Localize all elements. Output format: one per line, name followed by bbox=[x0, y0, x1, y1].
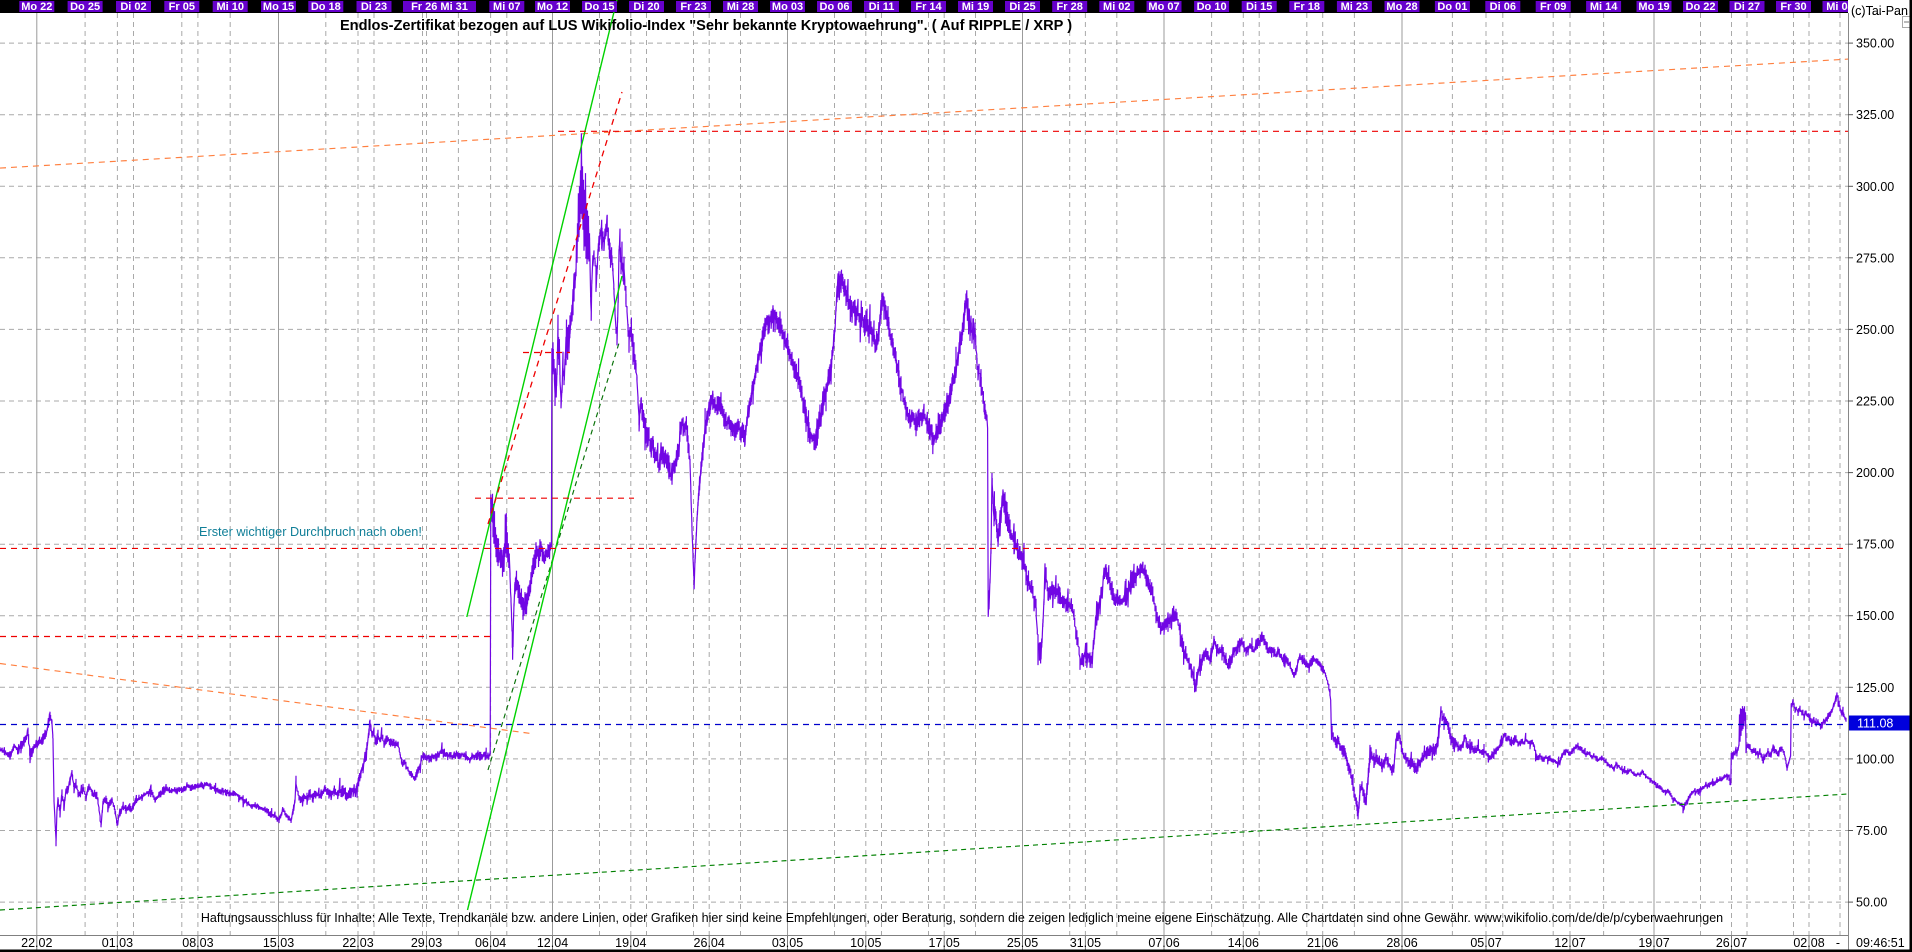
svg-text:19.04: 19.04 bbox=[615, 936, 646, 950]
svg-text:Mo 07: Mo 07 bbox=[1148, 1, 1179, 13]
svg-text:14.06: 14.06 bbox=[1228, 936, 1259, 950]
svg-text:Mi 23: Mi 23 bbox=[1341, 1, 1369, 13]
svg-text:350.00: 350.00 bbox=[1856, 37, 1894, 51]
svg-text:26.07: 26.07 bbox=[1716, 936, 1747, 950]
svg-text:Fr 09: Fr 09 bbox=[1540, 1, 1566, 13]
svg-text:Mo 15: Mo 15 bbox=[263, 1, 294, 13]
svg-text:175.00: 175.00 bbox=[1856, 538, 1894, 552]
svg-text:Do 06: Do 06 bbox=[820, 1, 850, 13]
svg-text:-: - bbox=[1836, 936, 1840, 950]
svg-text:Di 25: Di 25 bbox=[1009, 1, 1035, 13]
svg-text:150.00: 150.00 bbox=[1856, 609, 1894, 623]
svg-text:09:46:51: 09:46:51 bbox=[1856, 936, 1905, 950]
svg-text:Di 06: Di 06 bbox=[1490, 1, 1516, 13]
svg-text:Do 15: Do 15 bbox=[585, 1, 615, 13]
svg-text:Mi 28: Mi 28 bbox=[727, 1, 755, 13]
svg-text:50.00: 50.00 bbox=[1856, 896, 1887, 910]
svg-text:Di 20: Di 20 bbox=[633, 1, 659, 13]
svg-text:Mi 04: Mi 04 bbox=[1826, 1, 1854, 13]
svg-text:325.00: 325.00 bbox=[1856, 108, 1894, 122]
svg-text:275.00: 275.00 bbox=[1856, 251, 1894, 265]
svg-text:Di 11: Di 11 bbox=[869, 1, 895, 13]
svg-text:28.06: 28.06 bbox=[1386, 936, 1417, 950]
svg-text:Fr 18: Fr 18 bbox=[1294, 1, 1320, 13]
svg-text:Di 15: Di 15 bbox=[1246, 1, 1272, 13]
svg-text:02.08: 02.08 bbox=[1793, 936, 1824, 950]
svg-text:Do 18: Do 18 bbox=[311, 1, 341, 13]
svg-text:Do 25: Do 25 bbox=[70, 1, 100, 13]
svg-text:Mi 02: Mi 02 bbox=[1103, 1, 1131, 13]
svg-text:Mi 10: Mi 10 bbox=[216, 1, 244, 13]
svg-text:Do 22: Do 22 bbox=[1686, 1, 1716, 13]
svg-text:07.06: 07.06 bbox=[1148, 936, 1179, 950]
svg-text:300.00: 300.00 bbox=[1856, 180, 1894, 194]
svg-text:25.05: 25.05 bbox=[1007, 936, 1038, 950]
svg-text:Haftungsausschluss für Inhalte: Haftungsausschluss für Inhalte: Alle Tex… bbox=[201, 911, 1723, 925]
svg-text:Mi 07: Mi 07 bbox=[493, 1, 521, 13]
svg-text:29.03: 29.03 bbox=[411, 936, 442, 950]
svg-text:Mo 03: Mo 03 bbox=[772, 1, 803, 13]
svg-text:Fr 28: Fr 28 bbox=[1057, 1, 1083, 13]
svg-text:111.08: 111.08 bbox=[1857, 717, 1893, 731]
svg-text:Fr 26 Mi 31: Fr 26 Mi 31 bbox=[411, 1, 468, 13]
svg-text:75.00: 75.00 bbox=[1856, 824, 1887, 838]
svg-text:200.00: 200.00 bbox=[1856, 466, 1894, 480]
svg-text:03.05: 03.05 bbox=[772, 936, 803, 950]
svg-text:Mo 19: Mo 19 bbox=[1638, 1, 1669, 13]
svg-text:31.05: 31.05 bbox=[1070, 936, 1101, 950]
svg-text:06.04: 06.04 bbox=[475, 936, 506, 950]
svg-text:01.03: 01.03 bbox=[102, 936, 133, 950]
svg-text:Mi 14: Mi 14 bbox=[1590, 1, 1618, 13]
svg-text:26.04: 26.04 bbox=[694, 936, 725, 950]
svg-text:19.07: 19.07 bbox=[1638, 936, 1669, 950]
svg-text:Do 01: Do 01 bbox=[1437, 1, 1467, 13]
svg-text:Endlos-Zertifikat bezogen auf: Endlos-Zertifikat bezogen auf LUS Wikifo… bbox=[340, 18, 1072, 34]
svg-text:Fr 30: Fr 30 bbox=[1780, 1, 1806, 13]
svg-text:Mi 19: Mi 19 bbox=[962, 1, 990, 13]
svg-text:(c)Tai-Pan: (c)Tai-Pan bbox=[1851, 4, 1908, 18]
svg-text:Fr 05: Fr 05 bbox=[169, 1, 195, 13]
svg-text:21.06: 21.06 bbox=[1307, 936, 1338, 950]
svg-text:Mo 12: Mo 12 bbox=[537, 1, 568, 13]
svg-text:22.03: 22.03 bbox=[342, 936, 373, 950]
svg-text:225.00: 225.00 bbox=[1856, 395, 1894, 409]
svg-text:250.00: 250.00 bbox=[1856, 323, 1894, 337]
svg-text:08.03: 08.03 bbox=[182, 936, 213, 950]
svg-text:Di 02: Di 02 bbox=[120, 1, 146, 13]
svg-text:100.00: 100.00 bbox=[1856, 752, 1894, 766]
svg-text:Mo 28: Mo 28 bbox=[1386, 1, 1417, 13]
svg-text:Fr 14: Fr 14 bbox=[915, 1, 942, 13]
svg-text:12.07: 12.07 bbox=[1554, 936, 1585, 950]
svg-text:17.05: 17.05 bbox=[929, 936, 960, 950]
svg-text:Mo 22: Mo 22 bbox=[21, 1, 52, 13]
svg-text:10.05: 10.05 bbox=[850, 936, 881, 950]
svg-text:125.00: 125.00 bbox=[1856, 681, 1894, 695]
svg-text:15.03: 15.03 bbox=[263, 936, 294, 950]
svg-text:Fr 23: Fr 23 bbox=[680, 1, 706, 13]
svg-text:Di 23: Di 23 bbox=[361, 1, 387, 13]
svg-text:Do 10: Do 10 bbox=[1197, 1, 1227, 13]
svg-text:Di 27: Di 27 bbox=[1734, 1, 1760, 13]
svg-text:12.04: 12.04 bbox=[537, 936, 568, 950]
svg-text:Erster wichtiger Durchbruch na: Erster wichtiger Durchbruch nach oben! bbox=[199, 525, 422, 539]
svg-text:05.07: 05.07 bbox=[1470, 936, 1501, 950]
svg-text:22.02: 22.02 bbox=[21, 936, 52, 950]
